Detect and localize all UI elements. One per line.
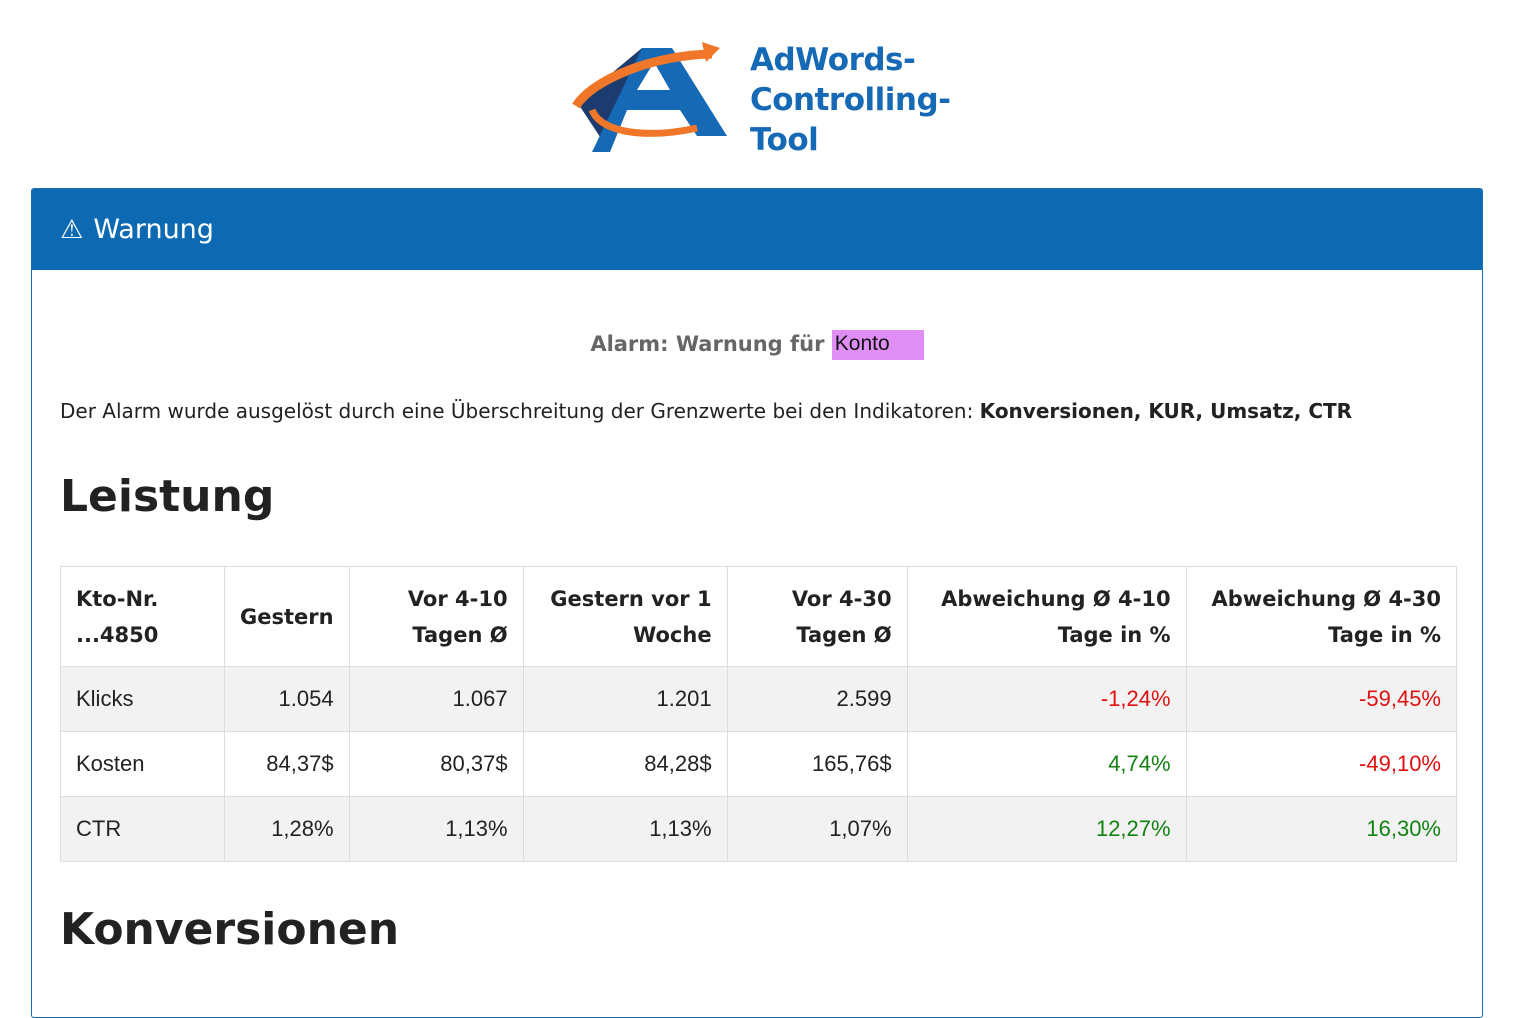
header-vor-4-10: Vor 4-10 Tagen Ø	[348, 566, 524, 667]
row-label: CTR	[60, 796, 225, 862]
logo: AdWords- Controlling- Tool	[572, 40, 952, 158]
logo-text: AdWords- Controlling- Tool	[750, 40, 951, 160]
logo-line-1: AdWords-	[750, 42, 916, 78]
warning-header: ⚠ Warnung	[32, 189, 1482, 270]
table-row: CTR 1,28% 1,13% 1,13% 1,07% 12,27% 16,30…	[60, 796, 1458, 862]
table-cell: 1.067	[348, 666, 524, 732]
table-cell: 1,07%	[726, 796, 908, 862]
table-cell: 1,13%	[348, 796, 524, 862]
header-vor-4-30: Vor 4-30 Tagen Ø	[726, 566, 908, 667]
warning-card: ⚠ Warnung Alarm: Warnung für Konto Der A…	[31, 188, 1483, 1018]
deviation-cell: 12,27%	[906, 796, 1187, 862]
deviation-cell: -49,10%	[1185, 731, 1458, 797]
deviation-cell: -59,45%	[1185, 666, 1458, 732]
deviation-cell: 16,30%	[1185, 796, 1458, 862]
table-cell: 1,13%	[522, 796, 728, 862]
warning-icon: ⚠	[60, 214, 84, 245]
table-cell: 1.201	[522, 666, 728, 732]
table-cell: 80,37$	[348, 731, 524, 797]
table-cell: 84,37$	[224, 731, 350, 797]
trigger-indicators: Konversionen, KUR, Umsatz, CTR	[979, 399, 1353, 423]
header-abweichung-4-10: Abweichung Ø 4-10 Tage in %	[906, 566, 1187, 667]
alarm-line: Alarm: Warnung für Konto	[32, 330, 1482, 360]
table-row: Kosten 84,37$ 80,37$ 84,28$ 165,76$ 4,74…	[60, 731, 1458, 797]
table-cell: 84,28$	[522, 731, 728, 797]
table-cell: 165,76$	[726, 731, 908, 797]
header-account: Kto-Nr. ...4850	[60, 566, 225, 667]
performance-table: Kto-Nr. ...4850 Gestern Vor 4-10 Tagen Ø G…	[60, 566, 1458, 862]
trigger-text: Der Alarm wurde ausgelöst durch eine Übe…	[60, 399, 1352, 423]
table-cell: 2.599	[726, 666, 908, 732]
account-name: Konto	[831, 330, 924, 360]
logo-line-3: Tool	[750, 122, 819, 158]
section-title-leistung: Leistung	[60, 471, 275, 522]
header-abweichung-4-30: Abweichung Ø 4-30 Tage in %	[1185, 566, 1458, 667]
deviation-cell: -1,24%	[906, 666, 1187, 732]
header-gestern-vor-1-woche: Gestern vor 1 Woche	[522, 566, 728, 667]
table-row: Klicks 1.054 1.067 1.201 2.599 -1,24% -5…	[60, 666, 1458, 732]
adwords-logo-icon	[572, 42, 727, 152]
row-label: Klicks	[60, 666, 225, 732]
alarm-prefix: Alarm: Warnung für	[590, 332, 825, 356]
table-header-row: Kto-Nr. ...4850 Gestern Vor 4-10 Tagen Ø G…	[60, 566, 1458, 667]
table-cell: 1.054	[224, 666, 350, 732]
header-gestern: Gestern	[224, 566, 350, 667]
warning-title: Warnung	[93, 214, 214, 245]
row-label: Kosten	[60, 731, 225, 797]
trigger-description: Der Alarm wurde ausgelöst durch eine Übe…	[60, 399, 974, 423]
table-cell: 1,28%	[224, 796, 350, 862]
logo-line-2: Controlling-	[750, 82, 951, 118]
deviation-cell: 4,74%	[906, 731, 1187, 797]
section-title-konversionen: Konversionen	[60, 904, 400, 955]
